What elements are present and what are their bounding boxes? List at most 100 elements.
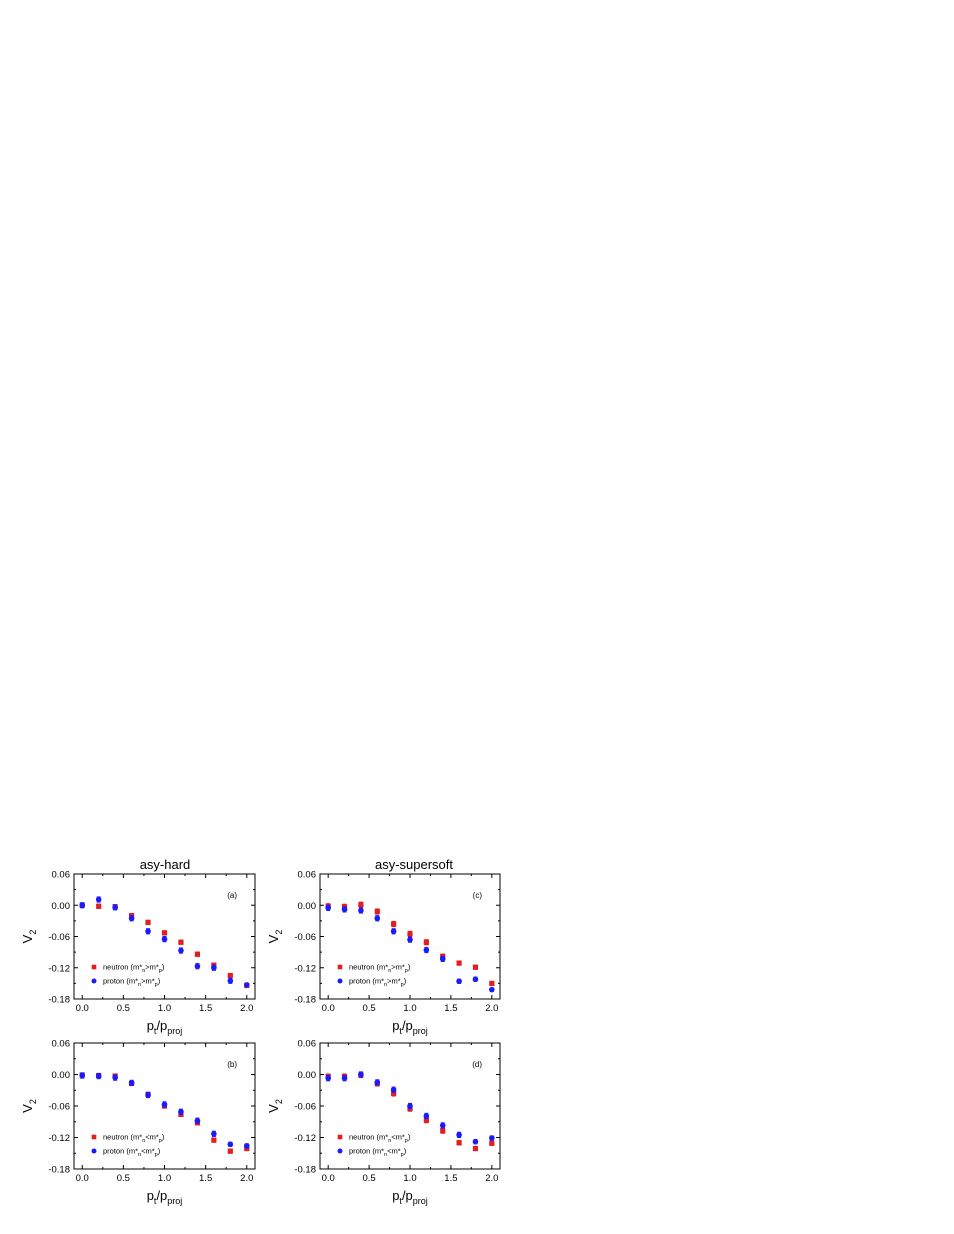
proton-point [341, 1075, 348, 1081]
x-tick-label: 1.5 [199, 1173, 212, 1184]
x-axis-label: pt/pproj [147, 1018, 183, 1036]
legend-label-proton: proton (m*n<m*p) [349, 1147, 407, 1159]
neutron-point [391, 1090, 397, 1096]
neutron-point [407, 931, 413, 937]
proton-point [178, 1108, 184, 1115]
neutron-point [489, 1140, 495, 1146]
y-axis-label: V2 [20, 930, 38, 944]
proton-point [194, 1117, 201, 1124]
neutron-point [161, 930, 168, 936]
neutron-series [79, 1072, 250, 1154]
proton-point [472, 1138, 479, 1145]
proton-point [472, 976, 479, 983]
x-tick-label: 2.0 [485, 1003, 498, 1014]
column-title-right: asy-supersoft [375, 857, 453, 872]
legend-label-proton: proton (m*n<m*p) [103, 1147, 161, 1159]
x-tick-label: 2.0 [240, 1003, 253, 1014]
y-tick-label: -0.06 [48, 932, 70, 943]
x-tick-label: 1.0 [403, 1003, 416, 1014]
y-tick-label: 0.00 [298, 901, 317, 912]
x-tick-label: 1.0 [158, 1003, 171, 1014]
legend-label-neutron: neutron (m*n>m*p) [103, 963, 165, 975]
neutron-point [423, 1117, 429, 1123]
proton-point [407, 936, 413, 943]
column-title-left: asy-hard [140, 857, 191, 872]
panel-label: (a) [227, 891, 237, 900]
proton-point [407, 1103, 413, 1109]
legend-marker-neutron [337, 964, 343, 970]
proton-point [341, 906, 348, 913]
y-tick-label: -0.18 [294, 995, 316, 1006]
x-tick-label: 0.5 [117, 1173, 130, 1184]
neutron-point [489, 980, 495, 986]
legend-marker-proton [91, 1148, 97, 1154]
proton-point [95, 1073, 102, 1079]
y-axis-label: V2 [20, 1099, 38, 1113]
panel-label: (b) [227, 1060, 237, 1069]
panel-label: (c) [473, 891, 483, 900]
y-axis-label: V2 [266, 930, 284, 944]
y-tick-label: 0.06 [298, 1039, 317, 1050]
y-tick-label: 0.00 [52, 1070, 71, 1081]
proton-series [79, 896, 250, 988]
x-tick-label: 2.0 [485, 1173, 498, 1184]
proton-point [325, 905, 331, 911]
x-tick-label: 1.5 [444, 1003, 457, 1014]
x-tick-label: 1.0 [403, 1173, 416, 1184]
y-tick-label: -0.12 [294, 963, 316, 974]
y-tick-label: -0.06 [294, 932, 316, 943]
proton-point [194, 963, 201, 969]
neutron-series [325, 901, 495, 986]
proton-point [374, 1079, 381, 1086]
y-tick-label: 0.00 [52, 901, 71, 912]
proton-point [358, 1071, 364, 1078]
proton-point [423, 947, 430, 953]
proton-point [178, 947, 184, 954]
neutron-point [358, 902, 364, 908]
y-tick-label: -0.18 [48, 995, 70, 1006]
proton-point [227, 977, 234, 984]
legend-label-proton: proton (m*n>m*p) [103, 977, 161, 989]
proton-point [161, 1101, 168, 1108]
neutron-point [227, 972, 233, 979]
y-tick-label: -0.12 [294, 1133, 316, 1144]
neutron-point [472, 1145, 479, 1152]
y-tick-label: 0.06 [52, 870, 71, 881]
x-tick-label: 1.5 [199, 1003, 212, 1014]
legend-marker-proton [337, 1148, 343, 1154]
x-tick-label: 0.0 [322, 1003, 335, 1014]
y-tick-label: -0.06 [294, 1102, 316, 1113]
x-tick-label: 1.0 [158, 1173, 171, 1184]
y-tick-label: 0.06 [52, 1039, 71, 1050]
legend-label-neutron: neutron (m*n>m*p) [349, 963, 411, 975]
proton-point [456, 978, 462, 985]
neutron-point [227, 1148, 233, 1154]
legend-marker-neutron [337, 1134, 343, 1140]
x-tick-label: 0.5 [117, 1003, 130, 1014]
proton-series [325, 1071, 495, 1145]
chart-panel: 0.0 0.5 1.0 1.5 2.0 0.06 0.00 -0.06 -0.12 -0.18 pt… [266, 870, 501, 1036]
y-tick-label: 0.06 [298, 870, 317, 881]
y-tick-label: -0.12 [48, 963, 70, 974]
proton-series [79, 1072, 250, 1149]
proton-series [325, 904, 495, 993]
neutron-point [456, 1140, 462, 1146]
proton-point [489, 986, 495, 993]
x-axis-label: pt/pproj [147, 1188, 183, 1206]
neutron-point [211, 1137, 217, 1143]
proton-point [390, 1086, 397, 1093]
legend-marker-proton [337, 978, 343, 984]
proton-point [211, 1131, 217, 1137]
legend-marker-proton [91, 978, 97, 984]
proton-point [439, 1122, 446, 1129]
proton-point [456, 1132, 462, 1138]
x-axis-label: pt/pproj [392, 1188, 428, 1206]
x-tick-label: 2.0 [240, 1173, 253, 1184]
proton-point [243, 1143, 250, 1149]
proton-point [112, 904, 118, 911]
neutron-point [440, 1128, 446, 1134]
proton-point [325, 1075, 331, 1081]
neutron-point [96, 903, 102, 909]
proton-point [374, 915, 381, 922]
